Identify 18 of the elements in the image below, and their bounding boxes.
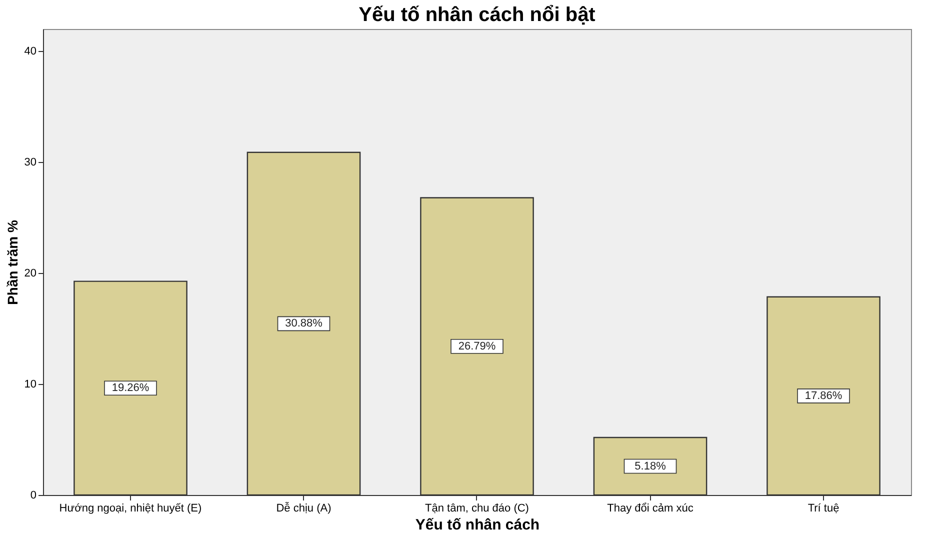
x-axis-title: Yếu tố nhân cách [415,516,540,534]
data-label: 17.86% [804,390,842,402]
x-tick-label: Thay đổi cảm xúc [607,502,694,514]
x-tick-label: Tận tâm, chu đáo (C) [425,502,529,514]
y-axis-title: Phần trăm % [4,220,20,305]
x-tick-label: Hướng ngoại, nhiệt huyết (E) [59,502,202,514]
y-tick-label: 10 [24,378,36,391]
y-tick-label: 30 [24,156,36,169]
x-tick-label: Dễ chịu (A) [276,502,332,514]
data-label: 19.26% [112,382,150,394]
chart-title: Yếu tố nhân cách nổi bật [358,4,596,26]
y-tick-label: 20 [24,268,36,280]
y-tick-label: 40 [24,46,36,58]
data-label: 30.88% [285,318,323,330]
x-tick-label: Trí tuệ [808,502,840,514]
y-tick-label: 0 [30,490,36,502]
data-label: 26.79% [458,340,496,352]
data-label: 5.18% [634,460,666,472]
